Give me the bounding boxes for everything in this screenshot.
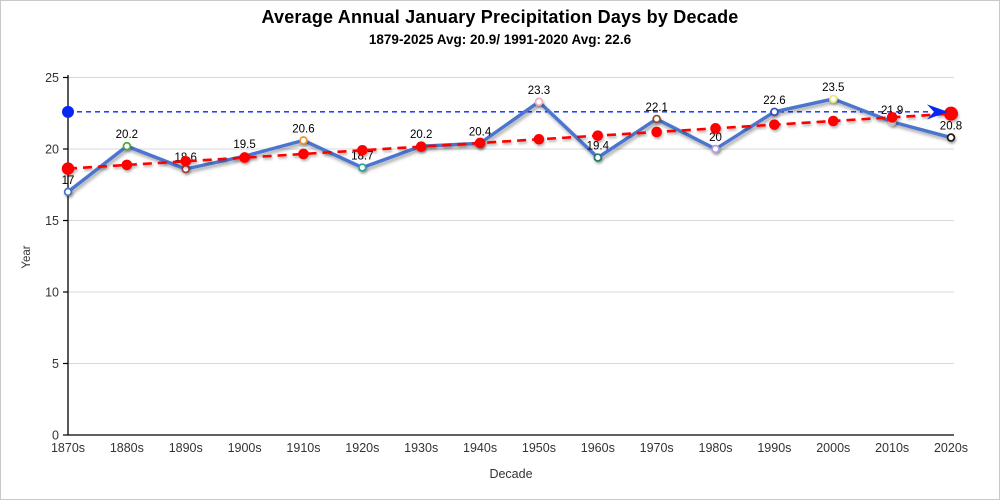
- series-marker: [181, 164, 190, 174]
- trendline-group: [61, 106, 958, 175]
- trendline-dot: [239, 152, 250, 163]
- series-marker: [299, 136, 308, 145]
- x-tick-label: 2000s: [816, 441, 850, 455]
- series-marker: [946, 133, 956, 142]
- series-marker: [122, 141, 132, 151]
- chart-title: Average Annual January Precipitation Day…: [261, 7, 739, 27]
- x-tick-label: 1870s: [51, 441, 85, 455]
- x-tick-label: 1890s: [169, 441, 203, 455]
- data-label: 22.1: [645, 102, 667, 114]
- x-tick-label: 1910s: [286, 441, 320, 455]
- y-tick-label: 0: [52, 429, 59, 443]
- x-tick-label: 2010s: [875, 441, 909, 455]
- reference-start-dot: [62, 105, 74, 118]
- series-marker: [652, 114, 661, 124]
- trendline: [67, 112, 952, 170]
- data-label: 22.6: [763, 95, 785, 107]
- trendline-dot: [474, 137, 486, 149]
- y-tick-label: 20: [45, 143, 59, 157]
- reference-line: [62, 105, 929, 118]
- arrow-right-icon: [927, 104, 948, 120]
- trendline-dot: [357, 144, 368, 156]
- data-label: 19.5: [233, 139, 255, 151]
- data-label: 20.6: [292, 123, 314, 135]
- x-tick-label: 1970s: [640, 441, 674, 455]
- data-label: 17: [62, 175, 75, 187]
- series-marker: [829, 94, 838, 104]
- data-label: 23.3: [528, 85, 550, 97]
- y-tick-label: 10: [45, 286, 59, 300]
- trendline-dot: [710, 123, 721, 134]
- y-tick-label: 5: [52, 357, 59, 371]
- trendline-dot: [886, 112, 898, 123]
- series-marker: [593, 153, 603, 162]
- trendline-dot: [415, 141, 427, 152]
- trendline-dot: [944, 106, 958, 121]
- series-line: [66, 97, 953, 194]
- trendline-dot: [592, 130, 604, 141]
- trendline-dot: [827, 115, 839, 127]
- x-tick-label: 1980s: [699, 441, 733, 455]
- trendline-dot: [121, 159, 133, 171]
- data-label: 20.8: [940, 121, 962, 133]
- x-tick-label: 1930s: [404, 441, 438, 455]
- x-tick-label: 1920s: [345, 441, 379, 455]
- data-label: 20.2: [116, 129, 138, 141]
- series-line-group: [66, 97, 953, 194]
- series-marker: [63, 187, 73, 197]
- x-tick-label: 2020s: [934, 441, 968, 455]
- x-tick-label: 1990s: [757, 441, 791, 455]
- trendline-dot: [533, 134, 545, 145]
- chart-subtitle: 1879-2025 Avg: 20.9/ 1991-2020 Avg: 22.6: [368, 32, 632, 47]
- data-label: 20: [709, 132, 722, 144]
- series-marker: [358, 163, 367, 172]
- x-tick-label: 1880s: [110, 441, 144, 455]
- series-marker: [534, 97, 544, 107]
- trendline-dot: [61, 162, 75, 175]
- x-tick-label: 1940s: [463, 441, 497, 455]
- x-tick-label: 1900s: [228, 441, 262, 455]
- trendline-dot: [769, 119, 780, 130]
- series-marker: [711, 144, 720, 154]
- y-tick-label: 15: [45, 214, 59, 228]
- trendline-dot: [651, 126, 662, 138]
- trendline-dot: [298, 148, 309, 160]
- data-label: 23.5: [822, 82, 844, 94]
- trendline-dot: [180, 155, 192, 167]
- data-label: 20.4: [469, 126, 492, 138]
- data-label: 19.4: [587, 141, 610, 153]
- data-label: 20.2: [410, 129, 432, 141]
- series-marker: [770, 107, 779, 117]
- x-tick-label: 1950s: [522, 441, 556, 455]
- data-label: 21.9: [881, 105, 903, 117]
- x-axis-title: Decade: [489, 467, 533, 481]
- series-markers: [63, 94, 956, 197]
- x-tick-label: 1960s: [581, 441, 615, 455]
- y-tick-label: 25: [45, 71, 59, 85]
- data-label: 18.7: [351, 151, 373, 163]
